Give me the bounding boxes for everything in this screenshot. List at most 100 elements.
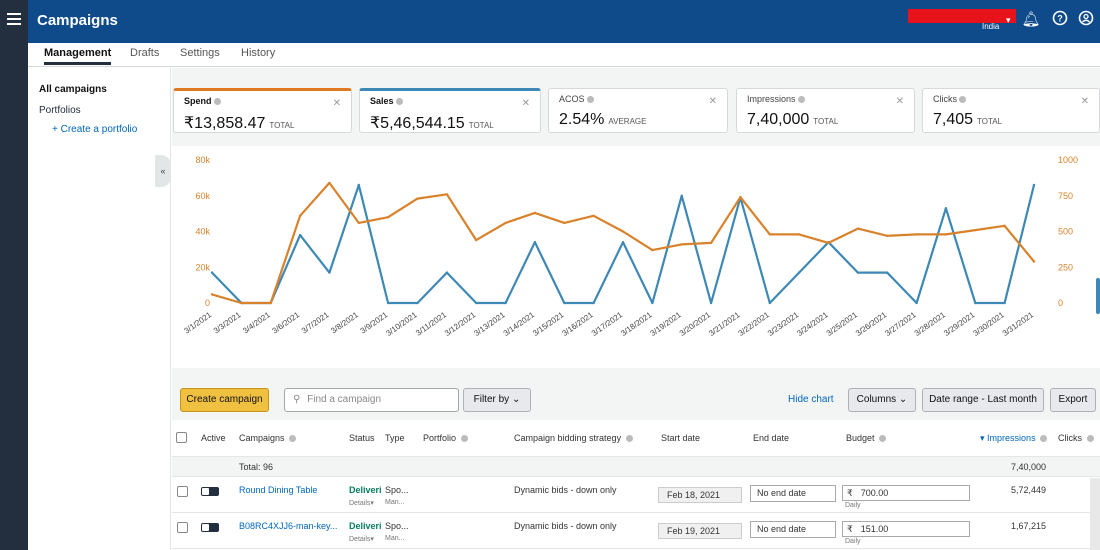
col-start-date[interactable]: Start date bbox=[661, 433, 701, 443]
close-icon[interactable]: ✕ bbox=[521, 98, 530, 109]
start-date-field: Feb 19, 2021 bbox=[658, 523, 742, 539]
metric-card-impressions[interactable]: Impressions 7,40,000 TOTAL ✕ bbox=[736, 88, 915, 133]
col-clicks-label: Clicks bbox=[1058, 433, 1082, 443]
performance-chart: 80k 60k 40k 20k 0 1000 750 500 250 0 3/1/2021 3/3/2… bbox=[172, 146, 1100, 368]
metric-label: ACOS bbox=[559, 94, 585, 104]
y-right-tick-label: 1000 bbox=[1058, 155, 1078, 165]
metric-card-clicks[interactable]: Clicks 7,405 TOTAL ✕ bbox=[922, 88, 1100, 133]
info-icon bbox=[460, 435, 468, 443]
col-portfolio[interactable]: Portfolio bbox=[423, 433, 468, 443]
tab-drafts[interactable]: Drafts bbox=[130, 47, 160, 59]
tab-management[interactable]: Management bbox=[44, 47, 112, 65]
x-tick-label: 3/24/2021 bbox=[795, 310, 830, 338]
create-campaign-button[interactable]: Create campaign bbox=[180, 388, 269, 412]
account-icon[interactable] bbox=[1076, 10, 1096, 30]
col-end-date[interactable]: End date bbox=[753, 433, 790, 443]
row-checkbox[interactable] bbox=[177, 486, 188, 497]
x-tick-label: 3/7/2021 bbox=[300, 310, 331, 336]
info-icon bbox=[289, 435, 297, 443]
close-icon[interactable]: ✕ bbox=[895, 96, 904, 107]
campaign-name-link[interactable]: B08RC4XJJ6-man-key... bbox=[239, 521, 338, 531]
y-left-tick-label: 80k bbox=[195, 155, 210, 165]
bell-icon[interactable]: 🔔︎ bbox=[1021, 11, 1041, 28]
metric-sub: AVERAGE bbox=[608, 117, 647, 126]
export-button[interactable]: Export bbox=[1050, 388, 1096, 412]
y-left-tick-label: 60k bbox=[195, 191, 210, 201]
col-active[interactable]: Active bbox=[201, 433, 226, 443]
x-tick-label: 3/6/2021 bbox=[271, 310, 302, 336]
table-row[interactable]: B08RC4XJJ6-man-key... Deliveri Details▾ … bbox=[172, 513, 1100, 549]
end-date-field[interactable]: No end date bbox=[750, 521, 836, 538]
data-point bbox=[445, 193, 449, 196]
metric-card-sales[interactable]: Sales ₹5,46,544.15 TOTAL ✕ bbox=[359, 88, 541, 133]
col-budget[interactable]: Budget bbox=[846, 433, 887, 443]
budget-input[interactable]: ₹151.00 bbox=[842, 521, 970, 537]
metric-sub: TOTAL bbox=[269, 121, 295, 130]
type-text: Spo... bbox=[385, 521, 409, 531]
data-point bbox=[651, 301, 654, 305]
type-sub-text: Man... bbox=[385, 535, 405, 542]
col-clicks[interactable]: Clicks bbox=[1058, 433, 1094, 443]
country-label[interactable]: India bbox=[982, 22, 1000, 31]
metric-card-acos[interactable]: ACOS 2.54% AVERAGE ✕ bbox=[548, 88, 728, 133]
row-checkbox[interactable] bbox=[177, 522, 188, 533]
data-point bbox=[357, 221, 360, 225]
active-toggle[interactable] bbox=[201, 487, 219, 496]
chevron-down-icon[interactable]: ▾ bbox=[1006, 15, 1011, 25]
columns-button[interactable]: Columns ⌄ bbox=[848, 388, 916, 412]
data-point bbox=[416, 301, 419, 305]
col-status[interactable]: Status bbox=[349, 433, 375, 443]
sidebar-item-all-campaigns[interactable]: All campaigns bbox=[39, 84, 107, 95]
data-point bbox=[886, 234, 889, 237]
end-date-field[interactable]: No end date bbox=[750, 485, 836, 502]
budget-value: 151.00 bbox=[860, 524, 889, 534]
series-line-left-axis bbox=[211, 183, 1036, 305]
table-row[interactable]: Round Dining Table Deliveri Details▾ Spo… bbox=[172, 477, 1100, 513]
x-tick-label: 3/11/2021 bbox=[414, 310, 448, 338]
impressions-value: 5,72,449 bbox=[1010, 485, 1046, 495]
chevron-down-icon: ▾ bbox=[370, 536, 374, 543]
status-details-link[interactable]: Details▾ bbox=[349, 499, 374, 507]
close-icon[interactable]: ✕ bbox=[1080, 96, 1089, 107]
menu-icon[interactable] bbox=[7, 13, 21, 25]
active-toggle[interactable] bbox=[201, 523, 219, 532]
data-point bbox=[445, 271, 449, 274]
help-icon[interactable]: ? bbox=[1050, 10, 1070, 30]
campaign-name-link[interactable]: Round Dining Table bbox=[239, 485, 318, 495]
table-scrollbar[interactable] bbox=[1090, 478, 1100, 550]
sidebar-item-portfolios[interactable]: Portfolios bbox=[39, 105, 81, 116]
status-details-link[interactable]: Details▾ bbox=[349, 535, 374, 543]
budget-input[interactable]: ₹700.00 bbox=[842, 485, 970, 501]
create-portfolio-link[interactable]: + Create a portfolio bbox=[52, 124, 138, 135]
col-bidding[interactable]: Campaign bidding strategy bbox=[514, 433, 633, 443]
collapse-sidebar-icon[interactable]: « bbox=[155, 155, 171, 187]
col-campaigns[interactable]: Campaigns bbox=[239, 433, 297, 443]
search-placeholder: Find a campaign bbox=[307, 394, 382, 405]
metric-value: 7,40,000 bbox=[747, 111, 810, 128]
y-right-tick-label: 250 bbox=[1058, 262, 1073, 272]
data-point bbox=[1003, 224, 1006, 227]
x-tick-label: 3/15/2021 bbox=[531, 310, 566, 338]
x-tick-label: 3/16/2021 bbox=[560, 310, 595, 338]
filter-by-button[interactable]: Filter by ⌄ bbox=[463, 388, 531, 412]
date-range-button[interactable]: Date range - Last month bbox=[922, 388, 1044, 412]
close-icon[interactable]: ✕ bbox=[332, 98, 341, 109]
data-point bbox=[1032, 183, 1036, 187]
side-panel-handle[interactable] bbox=[1096, 278, 1100, 314]
x-tick-label: 3/27/2021 bbox=[883, 310, 918, 338]
tab-history[interactable]: History bbox=[241, 47, 276, 59]
select-all-checkbox[interactable] bbox=[176, 432, 187, 443]
hide-chart-link[interactable]: Hide chart bbox=[788, 394, 834, 405]
x-tick-label: 3/18/2021 bbox=[619, 310, 654, 338]
tab-settings[interactable]: Settings bbox=[180, 47, 220, 59]
col-impressions[interactable]: ▾ Impressions bbox=[980, 433, 1048, 444]
col-type[interactable]: Type bbox=[385, 433, 405, 443]
data-point bbox=[416, 197, 419, 200]
left-rail bbox=[0, 0, 28, 550]
data-point bbox=[709, 301, 713, 305]
data-point bbox=[1003, 301, 1006, 305]
metric-card-spend[interactable]: Spend ₹13,858.47 TOTAL ✕ bbox=[173, 88, 352, 133]
metric-label: Clicks bbox=[933, 94, 957, 104]
close-icon[interactable]: ✕ bbox=[708, 96, 717, 107]
search-input[interactable]: ⚲ Find a campaign bbox=[284, 388, 459, 412]
